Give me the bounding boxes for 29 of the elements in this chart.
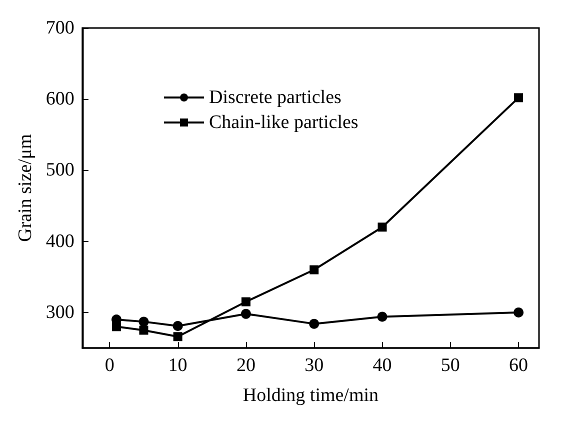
point — [309, 318, 320, 329]
point — [172, 320, 183, 331]
x-tick-label: 0 — [104, 355, 114, 376]
x-axis-title: Holding time/min — [242, 385, 380, 406]
legend-label: Discrete particles — [209, 87, 342, 108]
point — [514, 93, 524, 102]
point — [139, 326, 148, 335]
y-tick-label: 600 — [46, 88, 74, 110]
point — [112, 322, 121, 332]
y-tick-label: 300 — [46, 302, 74, 323]
point — [514, 307, 524, 318]
point — [240, 308, 251, 319]
x-tick-label: 30 — [304, 355, 324, 376]
y-tick-label: 700 — [46, 18, 74, 38]
y-tick-label: 500 — [46, 160, 74, 181]
legend-label: Chain-like particles — [209, 112, 358, 133]
y-axis-title: Grain size/μm — [15, 134, 36, 242]
point — [173, 332, 182, 342]
x-tick-label: 40 — [372, 355, 392, 376]
y-tick-label: 400 — [46, 230, 74, 252]
point — [138, 316, 149, 327]
x-tick-label: 50 — [440, 355, 460, 376]
point — [378, 222, 387, 232]
point — [241, 297, 250, 306]
point — [310, 265, 319, 274]
x-tick-label: 10 — [168, 355, 188, 376]
point — [377, 312, 388, 322]
x-tick-label: 60 — [509, 355, 528, 376]
x-tick-label: 20 — [236, 355, 256, 376]
